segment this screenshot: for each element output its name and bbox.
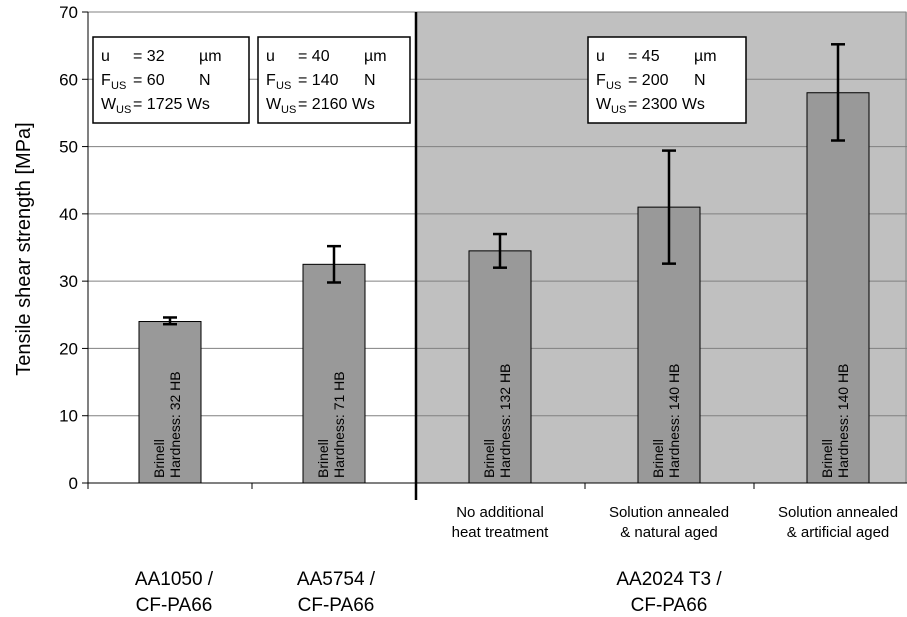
group-label-line1: AA2024 T3 /: [616, 569, 722, 590]
amplitude-value: = 45: [628, 48, 660, 65]
amplitude-unit: µm: [694, 48, 717, 65]
energy-symbol: W: [101, 96, 117, 113]
force-value: = 140: [298, 72, 339, 89]
force-symbol: F: [596, 72, 606, 89]
energy-subscript: US: [611, 104, 626, 116]
y-tick-label: 50: [59, 138, 78, 157]
force-unit: N: [694, 72, 706, 89]
force-symbol: F: [101, 72, 111, 89]
energy-subscript: US: [116, 104, 131, 116]
group-label-line1: AA1050 /: [135, 569, 214, 590]
amplitude-value: = 32: [133, 48, 165, 65]
energy-symbol: W: [596, 96, 612, 113]
y-tick-label: 10: [59, 407, 78, 426]
y-tick-label: 0: [69, 474, 78, 493]
force-unit: N: [364, 72, 376, 89]
y-tick-label: 40: [59, 205, 78, 224]
force-value: = 200: [628, 72, 669, 89]
y-tick-label: 70: [59, 3, 78, 22]
bar: [138, 321, 202, 484]
group-label-line2: CF-PA66: [136, 595, 213, 616]
brinell-label: Brinell: [315, 439, 331, 478]
force-subscript: US: [606, 80, 621, 92]
y-axis-label: Tensile shear strength [MPa]: [13, 122, 35, 375]
force-subscript: US: [111, 80, 126, 92]
hardness-label: Hardness: 140 HB: [666, 364, 682, 478]
hardness-label: Hardness: 71 HB: [331, 371, 347, 478]
amplitude-symbol: u: [596, 48, 605, 65]
brinell-label: Brinell: [151, 439, 167, 478]
hardness-label: Hardness: 132 HB: [497, 364, 513, 478]
y-tick-label: 60: [59, 70, 78, 89]
brinell-label: Brinell: [819, 439, 835, 478]
hardness-label: Hardness: 32 HB: [167, 371, 183, 478]
parameter-box: [92, 36, 250, 124]
group-label-line1: AA5754 /: [297, 569, 376, 590]
y-tick-label: 20: [59, 339, 78, 358]
condition-label-line2: & artificial aged: [787, 524, 890, 541]
energy-symbol: W: [266, 96, 282, 113]
group-label-line2: CF-PA66: [631, 595, 708, 616]
force-symbol: F: [266, 72, 276, 89]
condition-label-line2: & natural aged: [620, 524, 718, 541]
y-tick-label: 30: [59, 272, 78, 291]
parameter-box: [587, 36, 747, 124]
energy-value: = 1725 Ws: [133, 96, 210, 113]
force-value: = 60: [133, 72, 165, 89]
amplitude-symbol: u: [266, 48, 275, 65]
parameter-box: [257, 36, 411, 124]
condition-label-line1: Solution annealed: [778, 504, 898, 521]
brinell-label: Brinell: [481, 439, 497, 478]
energy-value: = 2300 Ws: [628, 96, 705, 113]
condition-label-line1: Solution annealed: [609, 504, 729, 521]
hardness-label: Hardness: 140 HB: [835, 364, 851, 478]
bar: [806, 92, 870, 484]
amplitude-unit: µm: [199, 48, 222, 65]
brinell-label: Brinell: [650, 439, 666, 478]
bar: [302, 263, 366, 484]
force-unit: N: [199, 72, 211, 89]
condition-label-line2: heat treatment: [452, 524, 550, 541]
amplitude-unit: µm: [364, 48, 387, 65]
energy-subscript: US: [281, 104, 296, 116]
group-label-line2: CF-PA66: [298, 595, 375, 616]
amplitude-symbol: u: [101, 48, 110, 65]
amplitude-value: = 40: [298, 48, 330, 65]
condition-label-line1: No additional: [456, 504, 544, 521]
force-subscript: US: [276, 80, 291, 92]
energy-value: = 2160 Ws: [298, 96, 375, 113]
